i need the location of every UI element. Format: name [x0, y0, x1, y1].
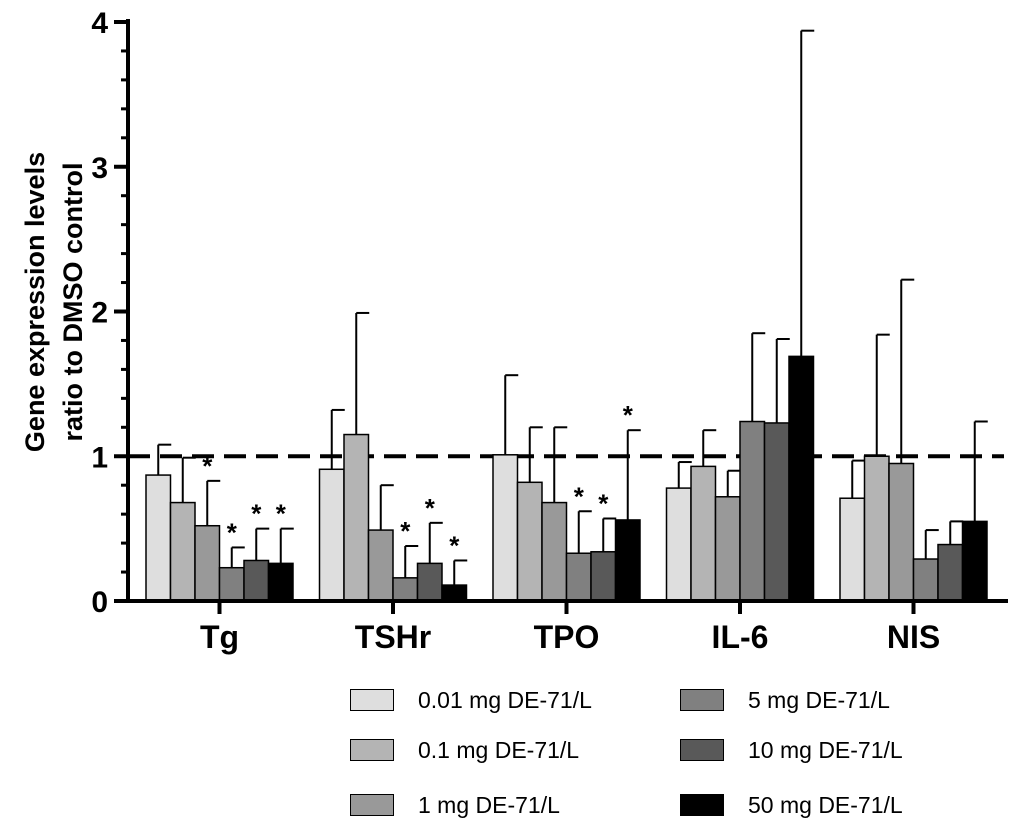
bar	[714, 496, 741, 602]
bar	[194, 524, 221, 602]
bar	[961, 520, 988, 602]
legend-label: 50 mg DE-71/L	[748, 791, 903, 818]
bar	[763, 422, 790, 602]
category-label: TPO	[534, 619, 600, 655]
category-labels-layer: Tg TSHr TPO IL-6 NIS	[200, 601, 940, 655]
bar	[145, 474, 172, 602]
legend-swatch	[680, 794, 724, 816]
legend-swatch	[350, 739, 394, 761]
legend-label: 0.1 mg DE-71/L	[418, 736, 580, 763]
y-tick-label: 3	[91, 152, 108, 185]
y-axis-label: Gene expression levels ratio to DMSO con…	[20, 152, 88, 452]
legend-item: 1 mg DE-71/L	[350, 785, 560, 825]
bar	[565, 552, 592, 602]
bar	[590, 551, 617, 602]
bar	[690, 465, 717, 602]
bar	[665, 487, 692, 602]
bar	[863, 455, 890, 602]
bar	[441, 584, 468, 602]
significance-star: *	[425, 493, 436, 523]
bar	[937, 543, 964, 602]
y-tick-label: 0	[91, 586, 108, 619]
bar	[343, 433, 370, 602]
legend-item: 0.1 mg DE-71/L	[350, 730, 579, 770]
category-label: TSHr	[355, 619, 431, 655]
bar	[267, 562, 294, 602]
category-label: Tg	[200, 619, 239, 655]
bar	[367, 529, 394, 602]
significance-star: *	[251, 499, 262, 529]
bar-chart: Gene expression levels ratio to DMSO con…	[20, 7, 1008, 655]
bar	[243, 559, 270, 602]
bar	[318, 468, 345, 602]
bar	[888, 462, 915, 602]
y-axis-label-line-1: Gene expression levels	[20, 152, 50, 452]
bars-layer: * * * * * * * * * *	[145, 29, 988, 602]
legend-swatch	[350, 794, 394, 816]
legend-swatch	[680, 689, 724, 711]
bar	[392, 577, 419, 602]
significance-star: *	[574, 481, 585, 511]
significance-star: *	[202, 451, 213, 481]
y-axis-label-line-2: ratio to DMSO control	[58, 163, 88, 442]
legend-label: 1 mg DE-71/L	[418, 791, 560, 818]
category-label: NIS	[887, 619, 940, 655]
legend-item: 10 mg DE-71/L	[680, 730, 903, 770]
bar	[416, 562, 443, 602]
bar	[739, 420, 766, 602]
significance-star: *	[449, 530, 460, 560]
category-label: IL-6	[712, 619, 769, 655]
significance-star: *	[276, 499, 287, 529]
significance-star: *	[227, 517, 238, 547]
significance-star: *	[598, 488, 609, 518]
bar	[169, 501, 196, 602]
legend-swatch	[350, 689, 394, 711]
legend-label: 5 mg DE-71/L	[748, 686, 890, 713]
legend-swatch	[680, 739, 724, 761]
bar	[912, 558, 939, 602]
bar	[218, 566, 245, 602]
significance-star: *	[400, 516, 411, 546]
y-tick-label: 4	[91, 7, 108, 40]
bar	[839, 497, 866, 602]
y-tick-label: 1	[91, 441, 108, 474]
bar	[492, 454, 519, 602]
legend: 0.01 mg DE-71/L 0.1 mg DE-71/L 1 mg DE-71/…	[350, 680, 990, 824]
bar	[541, 501, 568, 602]
legend-item: 50 mg DE-71/L	[680, 785, 903, 825]
significance-star: *	[623, 400, 634, 430]
bar	[788, 355, 815, 602]
legend-label: 10 mg DE-71/L	[748, 736, 903, 763]
y-tick-label: 2	[91, 297, 108, 330]
bar	[614, 519, 641, 602]
legend-label: 0.01 mg DE-71/L	[418, 686, 592, 713]
legend-item: 5 mg DE-71/L	[680, 680, 890, 720]
legend-item: 0.01 mg DE-71/L	[350, 680, 592, 720]
bar	[516, 481, 543, 602]
tick-labels-layer: 0 1 2 3 4	[91, 7, 128, 619]
